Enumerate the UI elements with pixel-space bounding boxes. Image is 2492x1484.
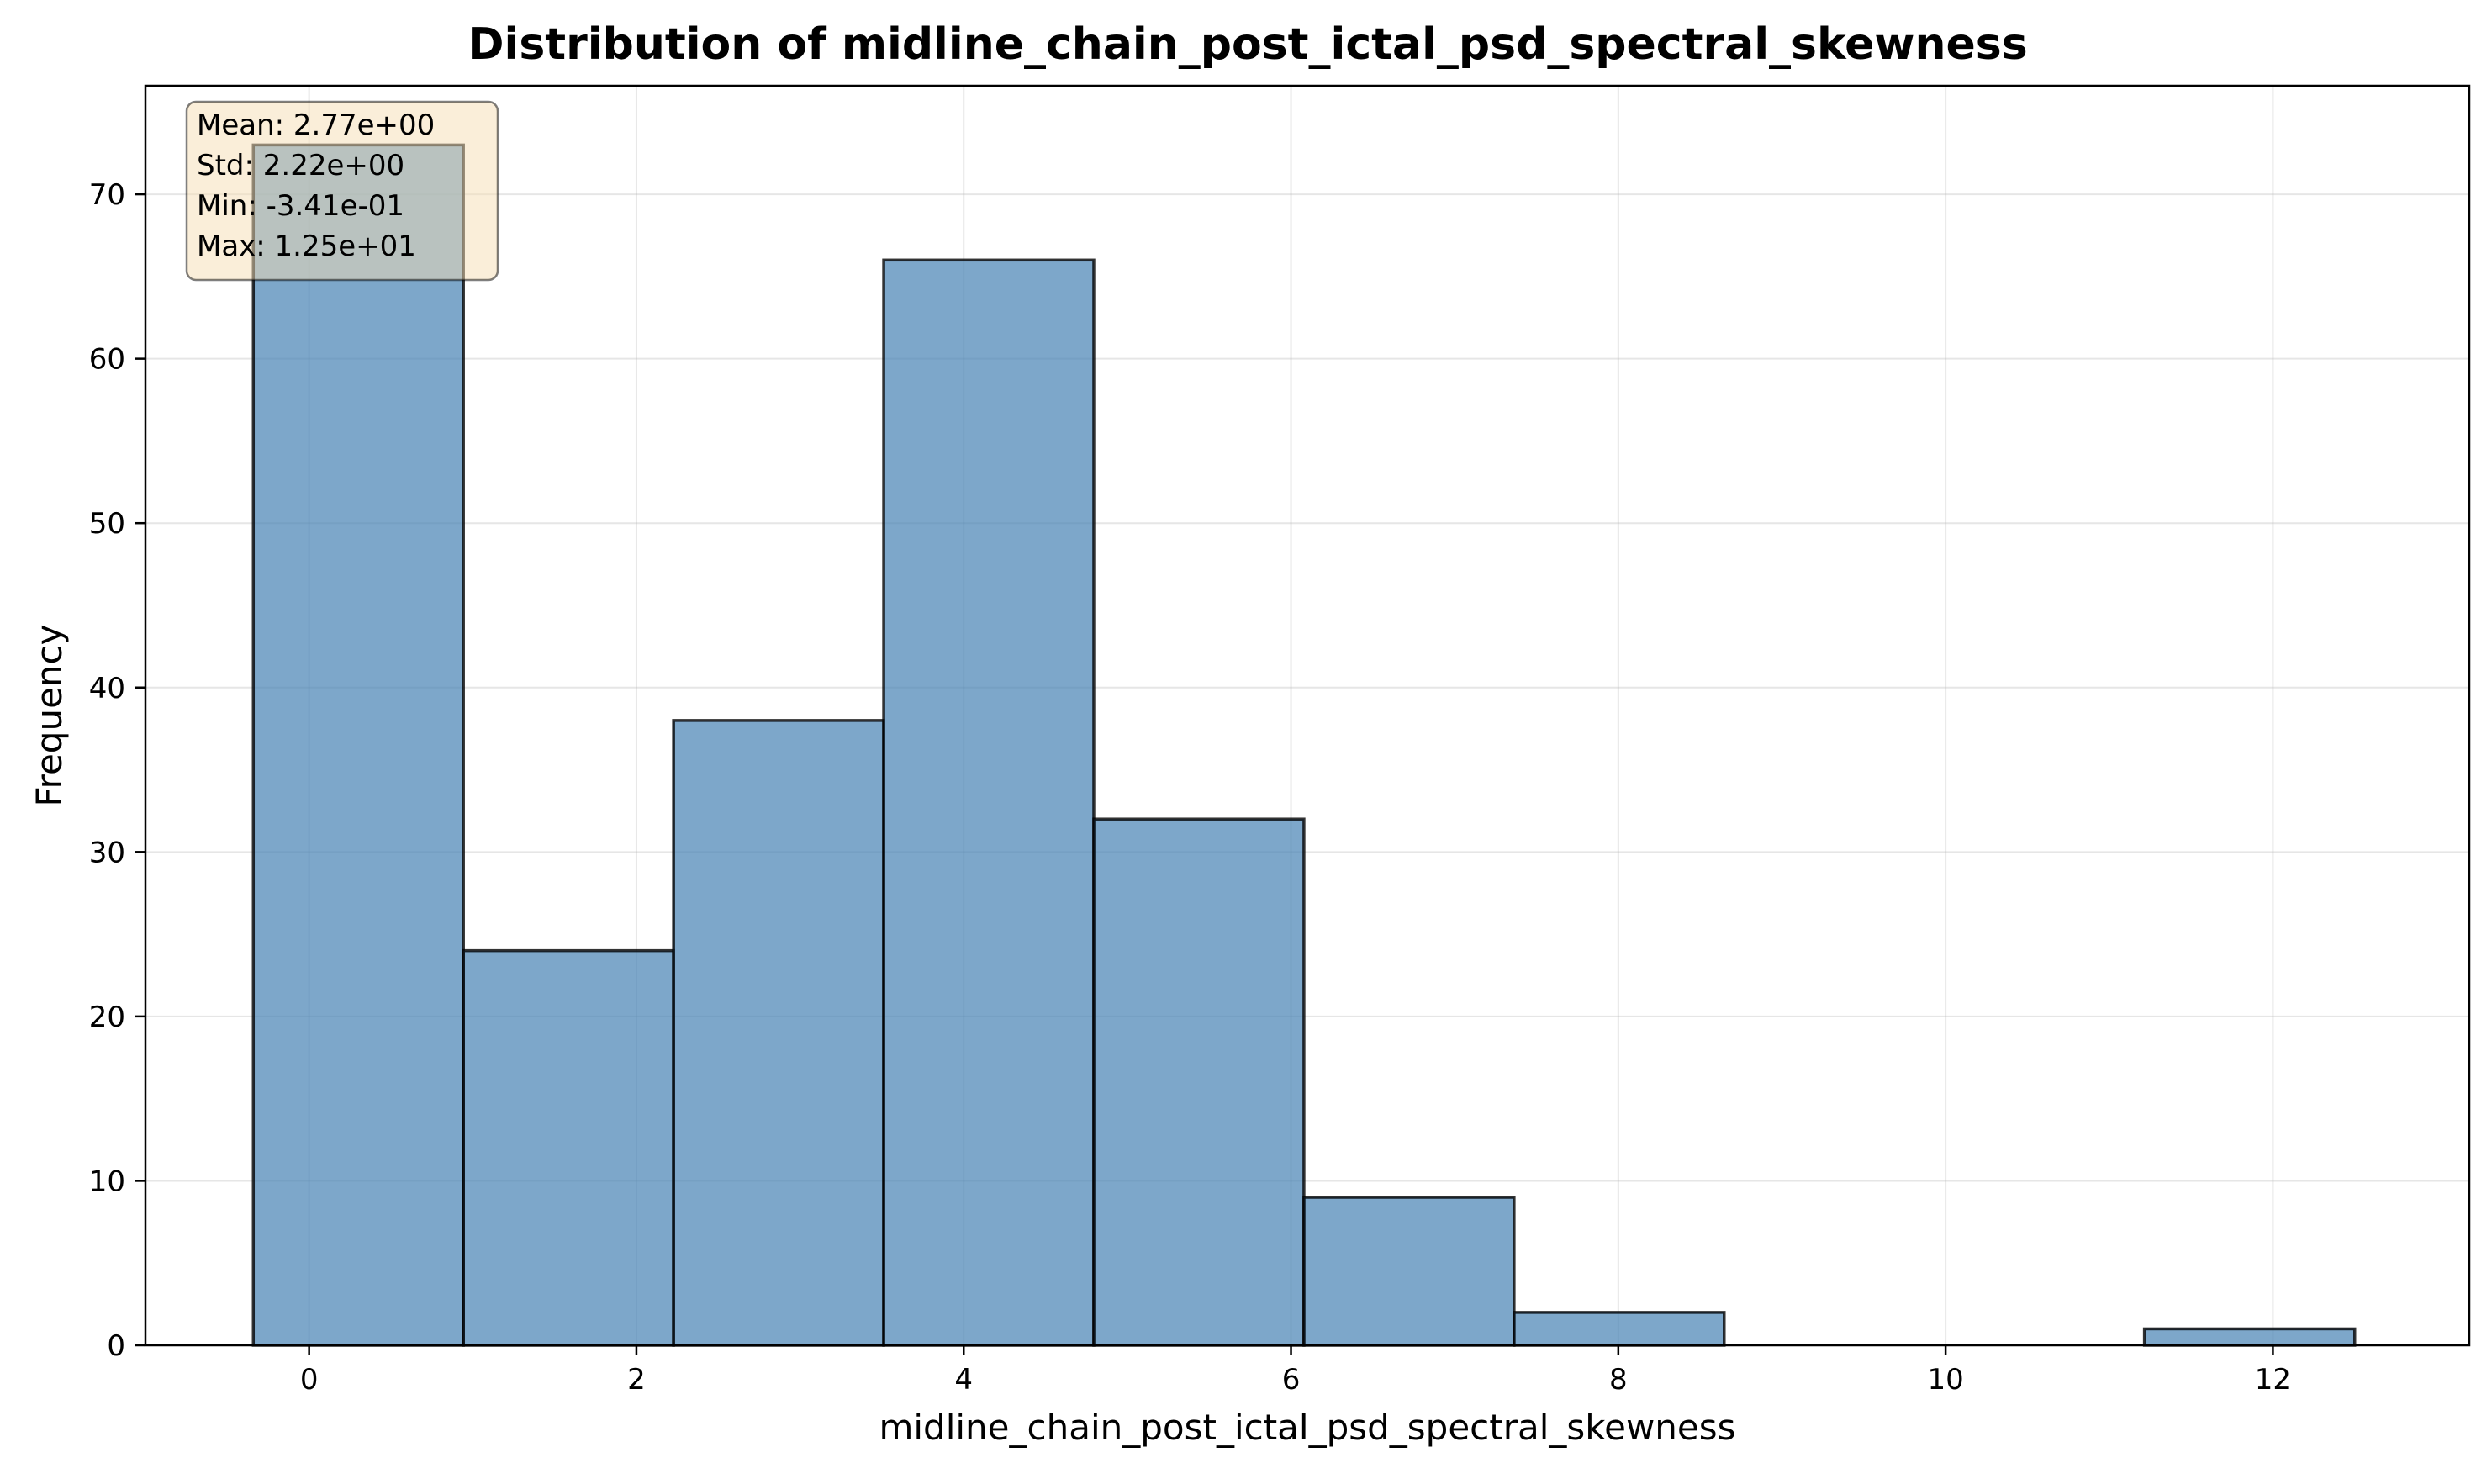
histogram-bar xyxy=(1513,1311,1726,1347)
stats-min: Min: -3.41e-01 xyxy=(197,189,404,223)
plot-frame xyxy=(144,84,2471,1347)
histogram-bar xyxy=(672,719,885,1347)
y-tick-label: 30 xyxy=(89,836,125,869)
x-tick-label: 8 xyxy=(1609,1363,1628,1397)
y-axis-label: Frequency xyxy=(29,625,70,807)
y-tick-label: 70 xyxy=(89,178,125,212)
y-tick-label: 50 xyxy=(89,507,125,541)
stats-max: Max: 1.25e+01 xyxy=(197,230,416,263)
stats-std: Std: 2.22e+00 xyxy=(197,149,404,182)
x-tick-label: 6 xyxy=(1282,1363,1301,1397)
histogram-bar xyxy=(462,948,675,1347)
x-axis-ticks: 0 2 4 6 8 10 12 xyxy=(300,1345,2291,1397)
x-tick-label: 4 xyxy=(954,1363,973,1397)
chart-title: Distribution of midline_chain_post_ictal… xyxy=(467,19,2027,70)
histogram-bar xyxy=(882,258,1096,1347)
y-tick-label: 10 xyxy=(89,1164,125,1198)
y-tick-label: 40 xyxy=(89,672,125,705)
histogram-bar xyxy=(1302,1196,1516,1347)
stats-mean: Mean: 2.77e+00 xyxy=(197,108,435,142)
y-axis-ticks: 0 10 20 30 40 50 60 70 xyxy=(89,178,145,1363)
x-tick-label: 0 xyxy=(300,1363,319,1397)
stats-box-background xyxy=(185,100,499,282)
y-tick-label: 20 xyxy=(89,1001,125,1034)
y-tick-label: 0 xyxy=(107,1329,125,1363)
stats-box: Mean: 2.77e+00 Std: 2.22e+00 Min: -3.41e… xyxy=(185,100,499,282)
histogram-bar xyxy=(251,143,465,1347)
x-tick-label: 2 xyxy=(627,1363,646,1397)
histogram-bar xyxy=(2142,1327,2357,1347)
histogram-bars xyxy=(251,143,2357,1347)
histogram-bar xyxy=(1092,817,1306,1347)
y-tick-label: 60 xyxy=(89,343,125,377)
x-axis-label: midline_chain_post_ictal_psd_spectral_sk… xyxy=(879,1407,1735,1448)
x-tick-label: 12 xyxy=(2255,1363,2291,1397)
x-tick-label: 10 xyxy=(1927,1363,1963,1397)
